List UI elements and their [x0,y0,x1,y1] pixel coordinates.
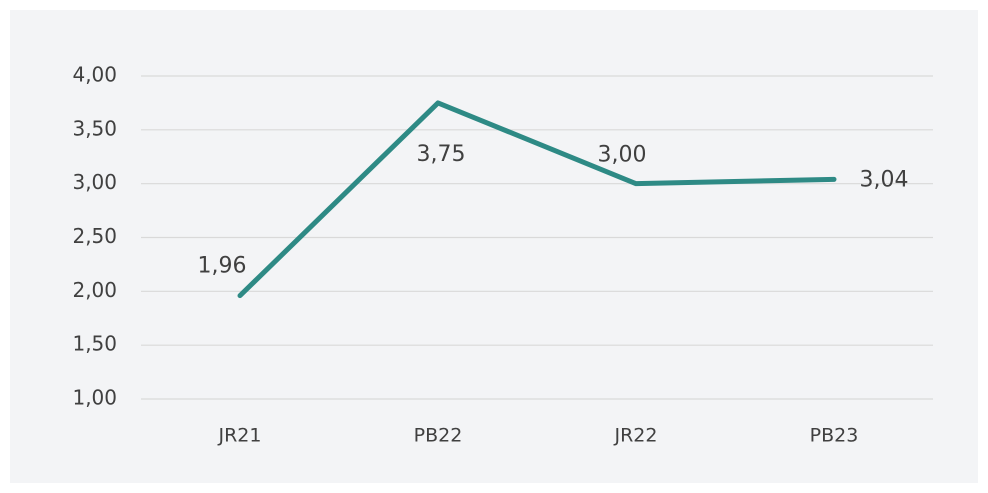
y-tick-label: 4,00 [72,63,117,87]
line [237,100,837,299]
data-label: 3,00 [598,143,647,168]
data-label: 1,96 [198,254,247,279]
y-tick-label: 1,00 [72,386,117,410]
y-tick-label: 3,00 [72,170,117,194]
x-tick-label: JR22 [614,425,658,447]
y-tick-label: 2,50 [72,224,117,248]
x-tick-label: PB23 [810,425,859,447]
data-label: 3,04 [860,167,909,192]
y-tick-label: 1,50 [72,332,117,356]
chart-background [10,10,978,483]
data-label: 3,75 [417,142,466,167]
y-tick-label: 2,00 [72,278,117,302]
x-tick-label: JR21 [218,425,262,447]
y-tick-label: 3,50 [72,116,117,140]
x-tick-label: PB22 [414,425,463,447]
